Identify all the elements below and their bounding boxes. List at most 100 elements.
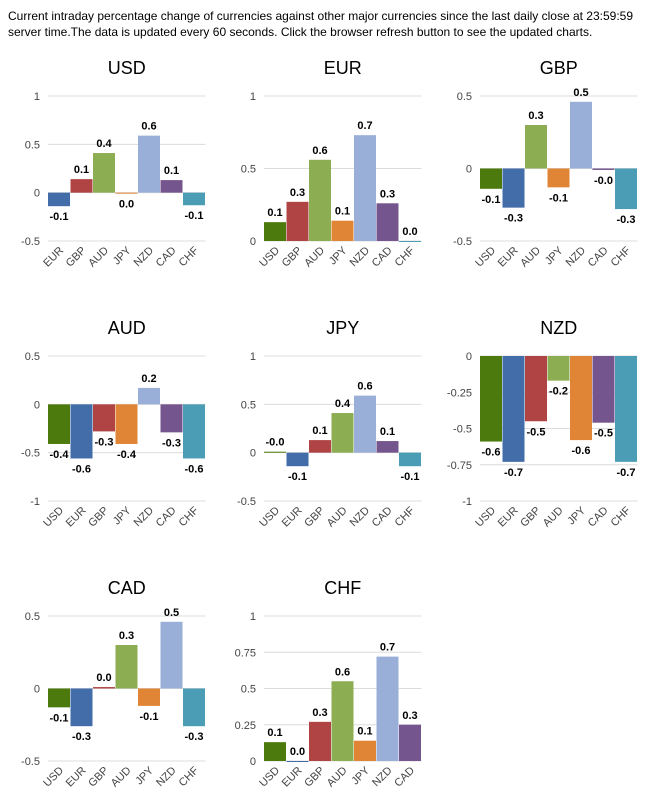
y-tick-label: 0.75	[235, 647, 256, 659]
data-label: -0.0	[594, 175, 613, 187]
data-label: 0.5	[164, 607, 179, 619]
y-tick-label: -0.5	[21, 236, 40, 248]
bar-usd	[48, 688, 70, 708]
x-tick-label: JPY	[543, 244, 566, 267]
bar-eur	[48, 192, 70, 207]
bar-jpy	[331, 220, 354, 241]
x-tick-label: USD	[41, 765, 66, 790]
data-label: 0.3	[119, 630, 134, 642]
bar-gbp	[309, 721, 331, 761]
data-label: -0.6	[572, 445, 591, 457]
bar-cad	[376, 203, 399, 241]
x-tick-label: GBP	[64, 245, 89, 270]
y-tick-label: -1	[462, 496, 472, 508]
y-tick-label: 0.5	[241, 164, 256, 176]
x-tick-label: USD	[257, 245, 282, 270]
data-label: 0.1	[335, 206, 350, 218]
x-tick-label: NZD	[348, 245, 373, 270]
bar-gbp	[525, 356, 547, 422]
data-label: -0.3	[504, 213, 523, 225]
x-tick-label: JPY	[111, 504, 134, 527]
y-tick-label: 1	[34, 91, 40, 103]
chart-title-nzd: NZD	[540, 318, 577, 338]
bar-gbp	[93, 404, 115, 432]
y-tick-label: 1	[250, 611, 256, 623]
x-tick-label: CAD	[586, 245, 611, 270]
data-label: -0.6	[482, 447, 501, 459]
bar-nzd	[570, 101, 592, 169]
data-label: -0.1	[288, 471, 307, 483]
chart-title-gbp: GBP	[540, 58, 578, 78]
bar-eur	[502, 356, 525, 462]
y-tick-label: 0	[250, 448, 256, 460]
bar-aud	[93, 153, 115, 193]
bar-aud	[331, 413, 354, 453]
y-tick-label: -1	[30, 496, 40, 508]
data-label: 0.3	[290, 187, 305, 199]
bar-aud	[547, 356, 570, 381]
bar-nzd	[138, 135, 160, 193]
x-tick-label: JPY	[327, 244, 350, 267]
data-label: 0.0	[96, 672, 111, 684]
bar-jpy	[570, 356, 592, 441]
x-tick-label: NZD	[348, 505, 373, 530]
bar-jpy	[115, 192, 138, 194]
data-label: 0.3	[528, 110, 543, 122]
x-tick-label: EUR	[496, 505, 521, 530]
chart-jpy: JPY 1 0.5 0 -0.5 -0.0 USD -0.1 EUR 0.1 GBP 0.4 AUD 0.…	[237, 318, 422, 530]
bar-jpy	[547, 168, 570, 188]
bar-eur	[70, 404, 93, 459]
bar-cad	[376, 441, 399, 453]
x-tick-label: NZD	[132, 245, 157, 270]
y-tick-label: -0.5	[21, 448, 40, 460]
x-tick-label: CAD	[586, 505, 611, 530]
bar-eur	[502, 168, 525, 208]
bar-usd	[264, 451, 286, 453]
y-tick-label: 1	[250, 91, 256, 103]
y-tick-label: 0.5	[241, 399, 256, 411]
data-label: -0.6	[72, 463, 91, 475]
x-tick-label: CHF	[609, 244, 634, 269]
x-tick-label: GBP	[518, 505, 543, 530]
x-tick-label: USD	[473, 245, 498, 270]
data-label: -0.3	[72, 731, 91, 743]
x-tick-label: JPY	[133, 764, 156, 787]
x-tick-label: AUD	[518, 245, 543, 270]
chart-title-cad: CAD	[108, 578, 146, 598]
x-tick-label: JPY	[111, 244, 134, 267]
chart-nzd: NZD 0 -0.25 -0.5 -0.75 -1 -0.6 USD -0.7 EUR -0.5 GB…	[447, 318, 638, 530]
bar-jpy	[115, 404, 138, 444]
y-tick-label: 0	[34, 684, 40, 696]
bar-cad	[592, 356, 615, 423]
x-tick-label: USD	[41, 505, 66, 530]
y-tick-label: 0	[250, 236, 256, 248]
bar-eur	[286, 761, 309, 762]
bar-chf	[183, 688, 205, 727]
y-tick-label: 1	[250, 351, 256, 363]
bar-eur	[286, 452, 309, 467]
bar-usd	[480, 168, 502, 189]
data-label: -0.1	[401, 471, 420, 483]
y-tick-label: -0.5	[453, 236, 472, 248]
bar-chf	[615, 168, 637, 210]
bar-usd	[48, 404, 70, 444]
chart-eur: EUR 1 0.5 0 0.1 USD 0.3 GBP 0.6 AUD 0.1 JPY 0.7 NZD 0.…	[241, 58, 422, 270]
x-tick-label: CHF	[393, 244, 418, 269]
x-tick-label: NZD	[370, 765, 395, 790]
data-label: -0.4	[50, 449, 70, 461]
x-tick-label: NZD	[564, 245, 589, 270]
x-tick-label: GBP	[302, 505, 327, 530]
data-label: 0.1	[74, 164, 89, 176]
bar-chf	[615, 356, 637, 462]
bar-cad	[592, 168, 615, 170]
data-label: -0.1	[50, 211, 69, 223]
x-tick-label: EUR	[280, 505, 305, 530]
y-tick-label: 0	[466, 164, 472, 176]
bar-cad	[160, 404, 183, 433]
data-label: 0.1	[164, 165, 179, 177]
data-label: 0.4	[335, 398, 351, 410]
x-tick-label: AUD	[541, 505, 566, 530]
bar-gbp	[286, 201, 309, 241]
data-label: -0.1	[482, 194, 501, 206]
bar-cad	[160, 180, 183, 193]
